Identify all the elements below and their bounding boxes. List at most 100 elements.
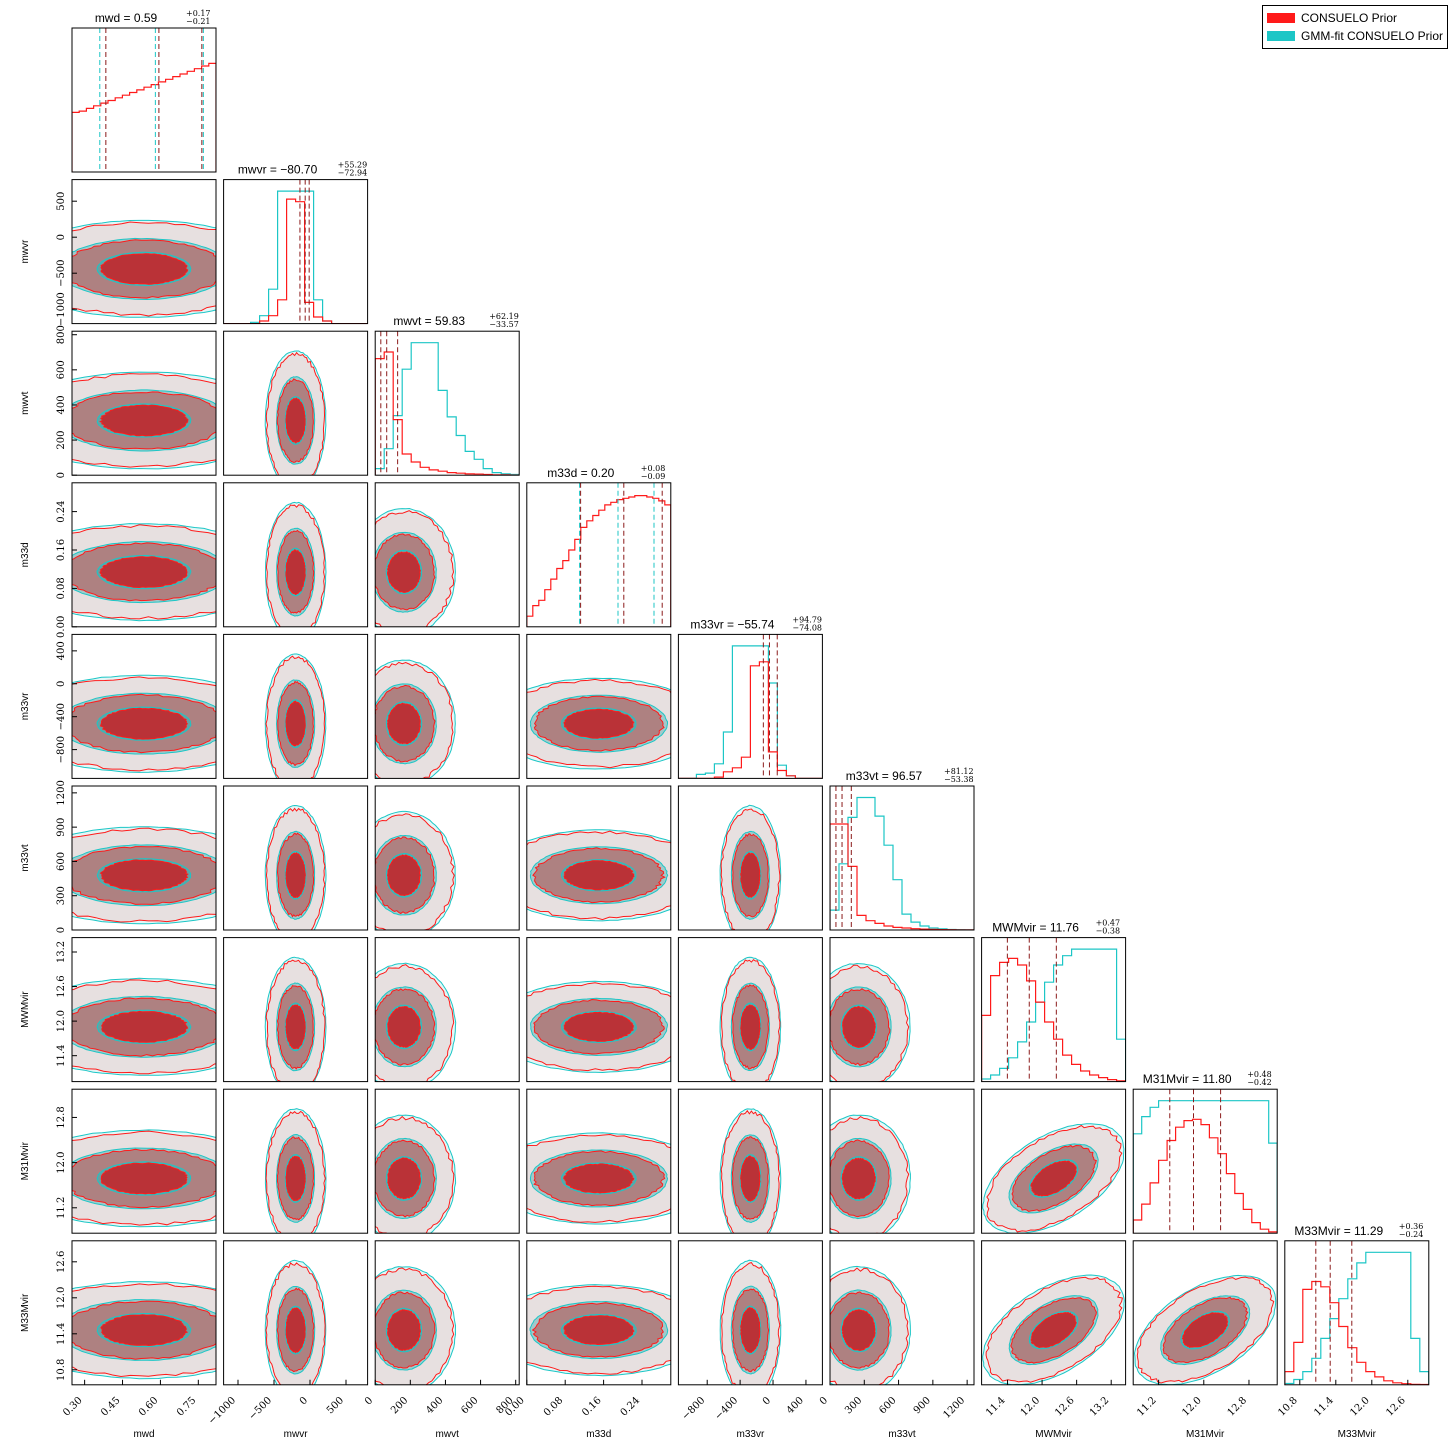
y-axis-label-mwvr: mwvr bbox=[20, 239, 31, 264]
prior-contour-inner bbox=[100, 1314, 189, 1347]
panel-frame bbox=[223, 482, 369, 628]
contour-panel-m33vt-MWMvir bbox=[829, 937, 975, 1083]
x-tick-label: −500 bbox=[247, 1395, 274, 1422]
y-axis-label-M31Mvir: M31Mvir bbox=[20, 1141, 31, 1180]
panel-title-sub: −0.42 bbox=[1247, 1078, 1272, 1087]
y-tick-label: 0.16 bbox=[56, 539, 67, 561]
panel-frame bbox=[677, 1088, 823, 1234]
panel-frame bbox=[829, 1240, 975, 1386]
panel-title-sub: −0.38 bbox=[1096, 927, 1121, 936]
hist-gmm-M31Mvir bbox=[1133, 1100, 1278, 1234]
x-tick-label: 200 bbox=[389, 1395, 410, 1416]
y-tick-label: 12.0 bbox=[56, 1287, 67, 1309]
contour-panel-mwvr-M33Mvir: −1000 −500 0 500 mwvr bbox=[206, 1240, 369, 1440]
panel-title-sub: −53.38 bbox=[944, 775, 974, 784]
panel-frame bbox=[526, 633, 672, 779]
panel-frame bbox=[223, 1240, 369, 1386]
contour-panel-mwvt-m33vr bbox=[374, 633, 520, 779]
contour-panel-m33vt-M33Mvir: 0 300 600 900 1200 m33vt bbox=[818, 1240, 975, 1440]
x-axis-label-M33Mvir: M33Mvir bbox=[1338, 1429, 1377, 1440]
prior-contour-inner bbox=[563, 1011, 634, 1042]
panel-title-sub: −33.57 bbox=[489, 320, 519, 329]
panel-title-M31Mvir: M31Mvir = 11.80 +0.48−0.42 bbox=[1143, 1070, 1272, 1087]
x-tick-label: 0.75 bbox=[175, 1395, 199, 1419]
y-axis-label-mwvt: mwvt bbox=[20, 391, 31, 415]
x-tick-label: −1000 bbox=[206, 1395, 238, 1427]
y-tick-label: −800 bbox=[56, 736, 67, 763]
panel-title-mwd: mwd = 0.59 +0.17−0.21 bbox=[95, 9, 211, 26]
x-tick-label: 0.45 bbox=[99, 1395, 123, 1419]
contour-panel-mwd-m33vt: 0 300 600 900 1200 m33vt bbox=[20, 780, 217, 933]
x-tick-label: 11.2 bbox=[1135, 1395, 1159, 1419]
panel-title-main: mwvt = 59.83 bbox=[393, 314, 465, 328]
hist-gmm-mwvt bbox=[375, 342, 520, 476]
panel-title-mwvr: mwvr = −80.70 +55.29−72.94 bbox=[238, 161, 367, 178]
y-tick-label: 12.8 bbox=[56, 1106, 67, 1128]
x-tick-label: 12.6 bbox=[1053, 1395, 1077, 1419]
panel-title-sup: +0.08 bbox=[641, 464, 666, 473]
x-tick-label: 13.2 bbox=[1088, 1395, 1112, 1419]
contour-panel-mwd-MWMvir: 11.4 12.0 12.6 13.2 MWMvir bbox=[20, 937, 217, 1083]
panel-title-main: mwvr = −80.70 bbox=[238, 163, 318, 177]
contour-panel-m33d-m33vt bbox=[526, 785, 672, 931]
y-tick-label: 12.6 bbox=[56, 975, 67, 997]
prior-contour-inner bbox=[285, 700, 306, 747]
prior-contour-inner bbox=[285, 1155, 306, 1202]
legend-swatch-gmm bbox=[1267, 31, 1295, 41]
prior-contour-inner bbox=[285, 397, 306, 444]
panel-frame bbox=[1284, 1240, 1430, 1386]
hist-panel-mwvr: mwvr = −80.70 +55.29−72.94 bbox=[223, 161, 369, 325]
hist-gmm-M33Mvir bbox=[1284, 1251, 1429, 1385]
hist-panel-MWMvir: MWMvir = 11.76 +0.47−0.38 bbox=[981, 919, 1127, 1083]
contour-panel-mwd-mwvr: −1000 −500 0 500 mwvr bbox=[20, 179, 217, 326]
contour-panel-mwvr-m33d bbox=[223, 482, 369, 628]
panel-frame bbox=[223, 633, 369, 779]
hist-prior-MWMvir bbox=[981, 957, 1126, 1082]
prior-contour-inner bbox=[841, 1157, 876, 1200]
panel-title-m33vt: m33vt = 96.57 +81.12−53.38 bbox=[846, 767, 974, 784]
panel-background bbox=[981, 937, 1126, 1082]
prior-contour-inner bbox=[285, 852, 306, 899]
panel-title-MWMvir: MWMvir = 11.76 +0.47−0.38 bbox=[992, 919, 1120, 936]
hist-panel-mwd: mwd = 0.59 +0.17−0.21 bbox=[71, 9, 217, 173]
contour-panel-mwvr-mwvt bbox=[223, 330, 369, 476]
hist-panel-mwvt: mwvt = 59.83 +62.19−33.57 bbox=[374, 312, 520, 476]
y-tick-label: 900 bbox=[56, 818, 67, 837]
panel-frame bbox=[223, 1088, 369, 1234]
x-tick-label: 600 bbox=[459, 1395, 480, 1416]
panel-frame bbox=[526, 1240, 672, 1386]
contour-panel-m33vr-MWMvir bbox=[677, 937, 823, 1083]
y-axis-label-m33d: m33d bbox=[20, 542, 31, 567]
panel-frame bbox=[374, 1088, 520, 1234]
hist-prior-M31Mvir bbox=[1133, 1118, 1278, 1234]
contour-panel-mwvr-m33vt bbox=[223, 785, 369, 931]
panel-frame bbox=[374, 937, 520, 1083]
prior-contour-inner bbox=[387, 1006, 421, 1048]
panel-frame bbox=[71, 330, 217, 476]
x-tick-label: 0.60 bbox=[137, 1395, 161, 1419]
prior-contour-inner bbox=[1030, 1312, 1077, 1349]
panel-frame bbox=[829, 785, 975, 931]
panel-frame bbox=[374, 482, 520, 628]
prior-contour-inner bbox=[285, 1004, 306, 1050]
x-tick-label: 500 bbox=[325, 1395, 346, 1416]
contour-panel-mwvr-M31Mvir bbox=[223, 1088, 369, 1234]
panel-background bbox=[1133, 1089, 1278, 1234]
panel-title-m33vr: m33vr = −55.74 +94.79−74.08 bbox=[690, 615, 822, 632]
panel-frame bbox=[374, 1240, 520, 1386]
panel-title-sub: −74.08 bbox=[792, 623, 822, 632]
panel-frame bbox=[71, 633, 217, 779]
panel-frame bbox=[374, 330, 520, 476]
contour-panel-mwvr-MWMvir bbox=[223, 937, 369, 1083]
y-tick-label: 600 bbox=[56, 360, 67, 379]
panel-frame bbox=[71, 785, 217, 931]
panel-background bbox=[526, 482, 671, 627]
prior-contour-inner bbox=[285, 549, 306, 595]
panel-frame bbox=[71, 1240, 217, 1386]
panel-title-mwvt: mwvt = 59.83 +62.19−33.57 bbox=[393, 312, 518, 329]
hist-panel-m33d: m33d = 0.20 +0.08−0.09 bbox=[526, 464, 672, 628]
prior-contour-inner bbox=[563, 1315, 635, 1346]
x-tick-label: 12.0 bbox=[1348, 1395, 1372, 1419]
x-tick-label: 400 bbox=[424, 1395, 445, 1416]
